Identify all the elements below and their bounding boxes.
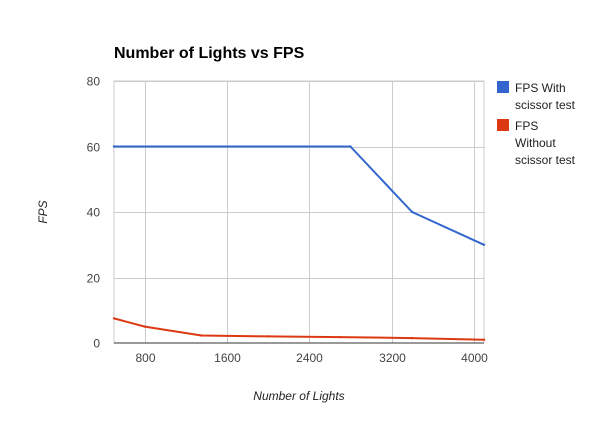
data-point [200, 334, 203, 337]
data-point [267, 335, 270, 338]
data-point [112, 317, 116, 320]
y-tick-label: 60 [87, 141, 101, 155]
x-tick-label: 2400 [296, 351, 323, 365]
x-tick-label: 4000 [461, 351, 488, 365]
data-point [482, 243, 486, 246]
series-line-2 [113, 317, 485, 341]
data-point [112, 145, 116, 148]
chart-title: Number of Lights vs FPS [114, 45, 305, 62]
legend-label: FPS With [515, 81, 566, 95]
x-axis-label: Number of Lights [253, 389, 344, 403]
y-tick-label: 40 [87, 206, 101, 220]
legend: FPS With scissor test FPS Without scissor te… [497, 81, 576, 167]
legend-label: scissor test [515, 98, 576, 112]
y-axis-label: FPS [36, 200, 50, 223]
legend-swatch-1 [497, 81, 509, 93]
y-tick-label: 80 [87, 75, 101, 89]
series-line-1 [114, 145, 485, 246]
legend-swatch-2 [497, 119, 509, 131]
grid [113, 80, 485, 344]
legend-label: scissor test [515, 153, 576, 167]
data-point [338, 335, 342, 339]
data-point [482, 338, 486, 341]
tick-labels: 0 20 40 60 80 800 1600 2400 3200 4000 [87, 75, 489, 366]
legend-label: FPS [515, 119, 538, 133]
data-point [349, 145, 352, 148]
x-tick-label: 800 [135, 351, 155, 365]
data-point [410, 336, 414, 340]
y-tick-label: 20 [87, 272, 101, 286]
y-tick-label: 0 [93, 337, 100, 351]
data-point [410, 210, 414, 214]
x-tick-label: 1600 [214, 351, 241, 365]
x-tick-label: 3200 [379, 351, 406, 365]
legend-label: Without [515, 136, 556, 150]
data-point [143, 325, 146, 328]
series-layer [112, 145, 486, 341]
